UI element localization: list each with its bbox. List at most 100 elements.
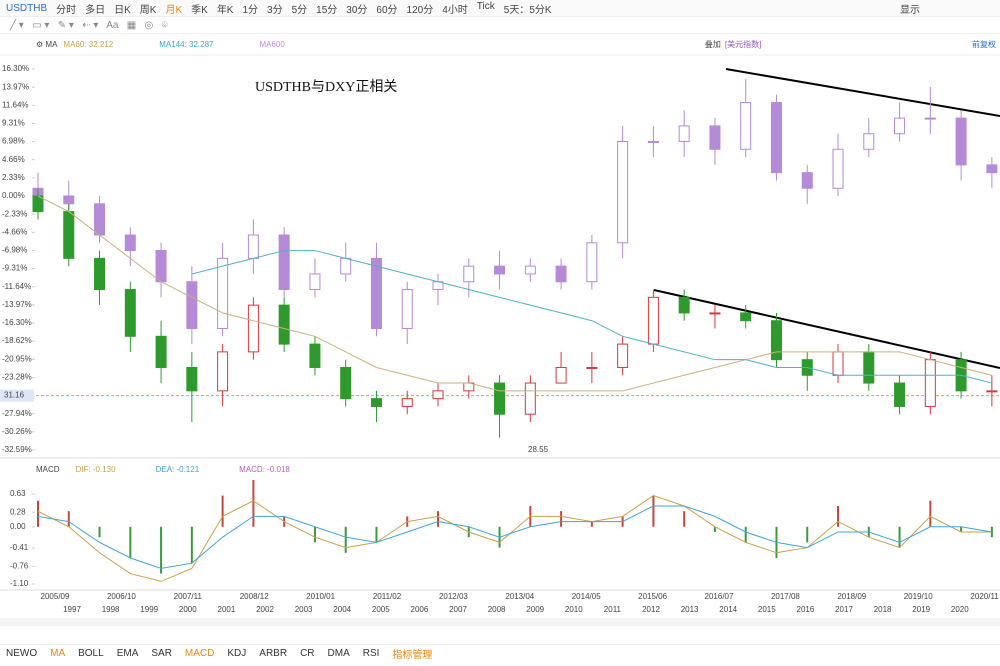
period-tab[interactable]: 日K (114, 4, 131, 16)
x-tick-label: 2007/11 (174, 592, 203, 601)
overlay-x-label: 2017 (835, 605, 853, 614)
x-tick-label: 2019/10 (904, 592, 933, 601)
period-tab[interactable]: 4小时 (442, 4, 468, 16)
x-tick-label: 2016/07 (705, 592, 734, 601)
candle-body (863, 133, 875, 150)
period-tab[interactable]: 多日 (85, 4, 106, 16)
display-menu[interactable]: 显示 (900, 4, 920, 16)
indicator-tab[interactable]: MA (50, 647, 66, 659)
y-tick-label: -2.33% (2, 209, 27, 218)
period-tab[interactable]: 60分 (376, 4, 398, 16)
candle-body (555, 265, 567, 283)
price-tag (0, 389, 34, 402)
chart: USDTHB与DXY正相关 28.55 16.30% 13.97% 11.64% 9.… (0, 54, 1000, 626)
y-tick-label: -18.62% (2, 336, 32, 345)
x-tick-label: 2010/01 (306, 592, 335, 601)
overlay-x-label: 2001 (218, 605, 236, 614)
y-tick-label: -1.10 (10, 579, 29, 588)
y-tick-label: 11.64% (2, 100, 29, 109)
overlay-x-label: 2015 (758, 605, 776, 614)
indicator-tab[interactable]: SAR (151, 647, 172, 659)
overlay-symbol[interactable]: [美元指数] (724, 39, 762, 49)
period-tab[interactable]: 月K (165, 4, 183, 16)
dif: DIF: -0.130 (75, 464, 116, 474)
indicator-tab[interactable]: RSI (362, 647, 380, 659)
candle-body (740, 102, 752, 150)
indicator-tab[interactable]: EMA (116, 647, 139, 659)
period-tab[interactable]: 分时 (56, 4, 77, 16)
indicator-tab[interactable]: DMA (327, 647, 350, 659)
period-tab[interactable]: 15分 (316, 4, 338, 16)
candle-body (678, 296, 690, 314)
candle-body (155, 250, 167, 283)
overlay-x-label: 2006 (411, 605, 429, 614)
y-tick-label: 0.00% (2, 191, 25, 200)
x-tick-label: 2012/03 (439, 592, 468, 601)
overlay-x-label: 2005 (372, 605, 390, 614)
candle-body (894, 382, 906, 407)
dea-line (37, 505, 992, 569)
period-tab[interactable]: 1分 (242, 4, 259, 16)
candle-body (586, 242, 598, 283)
overlay-x-label: 2013 (681, 605, 699, 614)
annotation: USDTHB与DXY正相关 (255, 79, 397, 95)
symbol[interactable]: USDTHB (6, 2, 48, 14)
candle-body (217, 257, 229, 330)
candle-body (617, 140, 629, 244)
y-tick-label: 13.97% (2, 82, 29, 91)
indicator-tab[interactable]: 指标管理 (392, 649, 433, 661)
overlay[interactable]: 叠加 (704, 39, 721, 49)
y-tick-label: 0.63 (10, 489, 26, 498)
candle-body (801, 172, 813, 189)
candle-body (340, 366, 352, 400)
period-tab[interactable]: 120分 (406, 4, 434, 16)
period-tab[interactable]: 30分 (346, 4, 368, 16)
period-tab[interactable]: 5天：5分K (503, 4, 552, 16)
ma600: MA600 (259, 39, 285, 49)
indicator-tab[interactable]: MACD (184, 647, 215, 659)
indicator-tab[interactable]: BOLL (78, 647, 104, 659)
candle-body (863, 351, 875, 384)
dif-line (37, 495, 992, 582)
overlay-x-label: 1997 (63, 605, 81, 614)
period-tab[interactable]: 季K (191, 4, 208, 16)
indicator-tab[interactable]: CR (300, 647, 315, 659)
candle-body (832, 148, 844, 189)
period-tab[interactable]: Tick (476, 0, 495, 12)
candle-body (647, 296, 659, 345)
y-tick-label: -27.94% (2, 409, 32, 418)
candle-body (186, 366, 198, 392)
candle-body (463, 265, 475, 283)
candle-body (340, 257, 352, 275)
overlay-x-label: 2011 (604, 605, 622, 614)
y-tick-label: 6.98% (2, 137, 25, 146)
overlay-x-label: 1999 (140, 605, 158, 614)
ma144: MA144: 32.287 (159, 39, 214, 49)
overlay-x-label: 2002 (256, 605, 274, 614)
period-tab[interactable]: 3分 (267, 4, 283, 16)
adjust[interactable]: 前复权 (972, 39, 996, 49)
candle-body (370, 257, 382, 330)
scrollbar[interactable] (0, 618, 1000, 626)
candle-body (832, 351, 844, 376)
candle-body (617, 343, 629, 368)
indicator-tab[interactable]: ARBR (259, 647, 288, 659)
candle-body (278, 234, 290, 291)
candle-body (186, 281, 198, 330)
ma: MA (45, 39, 58, 49)
indicator-tab[interactable]: KDJ (227, 647, 247, 659)
period-tab[interactable]: 5分 (291, 4, 308, 16)
candle-body (986, 164, 998, 174)
y-tick-label: 0.00 (10, 522, 26, 531)
y-tick-label: -32.59% (2, 445, 32, 454)
period-tab[interactable]: 周K (139, 4, 157, 16)
indicator-tab[interactable]: NEWO (6, 647, 38, 659)
overlay-x-label: 2010 (565, 605, 583, 614)
low-label: 28.55 (528, 445, 549, 454)
period-tab[interactable]: 年K (216, 4, 234, 16)
overlay-x-label: 2018 (874, 605, 892, 614)
overlay-x-label: 2016 (797, 605, 815, 614)
x-tick-label: 2013/04 (505, 592, 534, 601)
y-tick-label: -4.66% (2, 227, 27, 236)
candle-body (63, 195, 75, 205)
